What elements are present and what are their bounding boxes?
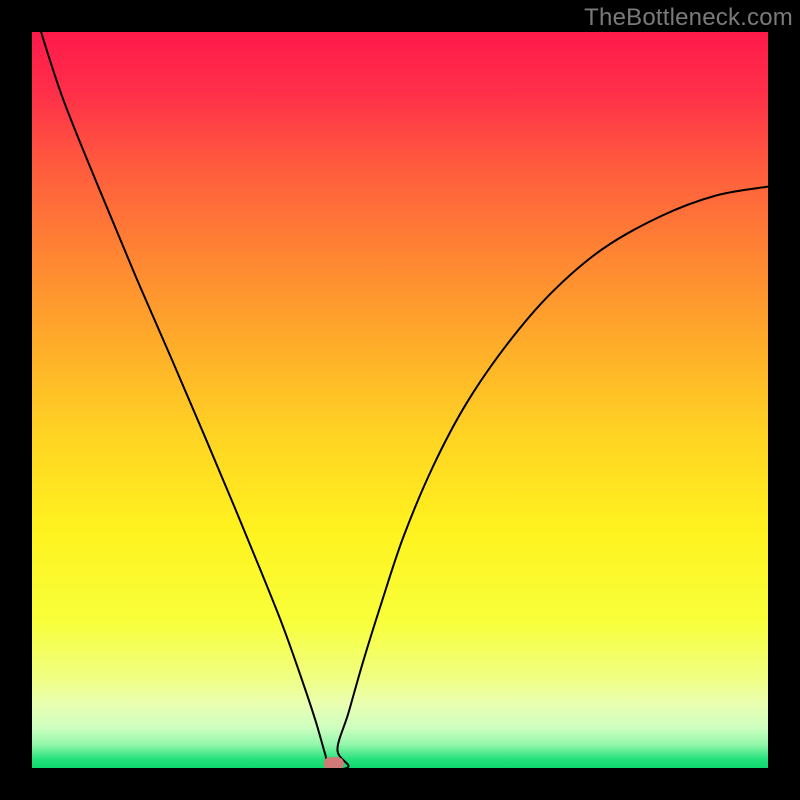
watermark-text: TheBottleneck.com: [584, 4, 793, 32]
chart-svg: [0, 0, 800, 800]
gradient-background: [32, 32, 768, 768]
bottleneck-marker: [324, 757, 344, 770]
plot-area: [32, 3, 768, 771]
